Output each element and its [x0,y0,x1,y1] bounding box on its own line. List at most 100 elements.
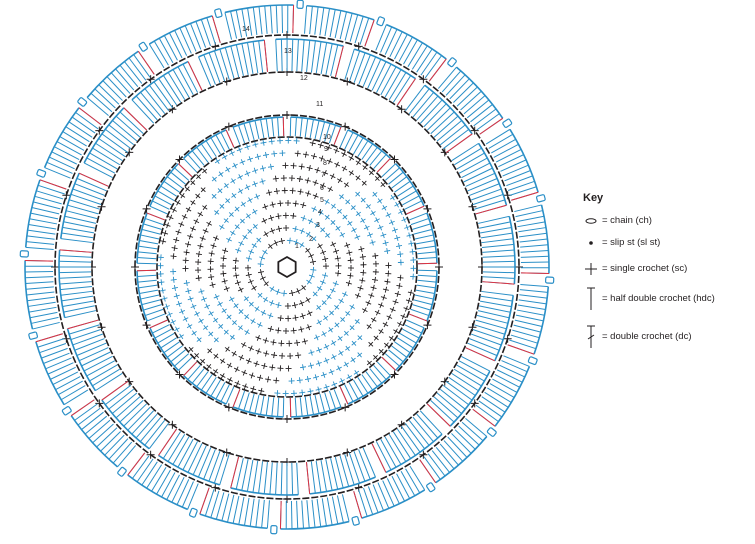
shell-fan [230,456,299,496]
sc-stitch [385,270,392,277]
dc-stitch [246,42,254,75]
sc-stitch [199,235,206,242]
dc-stitch [152,200,170,210]
sc-stitch [357,335,363,341]
sc-stitch [197,243,204,250]
sc-stitch [206,363,212,370]
sc-stitch [226,314,232,320]
dc-stitch [430,111,455,135]
dc-stitch [70,193,102,206]
dc-stitch [520,284,549,288]
sc-stitch [217,301,223,307]
dc-stitch [480,232,513,239]
marker-stitch [479,117,504,135]
dc-stitch [68,121,93,138]
shell-fan [289,389,342,418]
dc-stitch [68,199,100,210]
sc-stitch [166,311,173,318]
key-row-sc: = single crochet (sc) [583,262,753,276]
sc-stitch [355,159,362,166]
dc-stitch [210,137,221,155]
dc-stitch [396,428,416,456]
sc-stitch [304,177,311,184]
dc-stitch [520,255,549,258]
dc-stitch [433,396,459,419]
sc-stitch [385,262,392,269]
round-number-label: 12 [300,75,308,82]
dc-stitch [65,126,90,143]
sc-stitch [360,269,367,276]
sc-stitch [261,217,268,224]
sc-stitch [223,182,230,189]
sc-stitch [306,279,312,285]
dc-stitch [388,434,407,462]
sc-stitch [142,204,151,213]
dc-stitch [77,407,101,426]
dc-stitch [265,396,270,416]
sc-stitch [320,371,327,378]
dc-stitch [325,43,333,75]
dc-stitch [433,115,459,138]
dc-stitch [143,304,162,311]
marker-stitch [472,408,496,427]
fan-edge [306,4,375,21]
marker-stitch [123,107,148,131]
sc-stitch [62,191,71,200]
dc-stitch [344,13,353,41]
sc-stitch [343,361,350,368]
dc-stitch [26,291,55,296]
sc-stitch [284,302,291,309]
sc-stitch [285,365,292,372]
dc-stitch [76,177,107,192]
dc-stitch [252,7,258,36]
sc-stitch [312,291,318,297]
dc-stitch [402,195,420,206]
sc-stitch [251,208,258,215]
dc-stitch [43,352,70,364]
sc-stitch [190,199,196,206]
shell-fan [101,380,170,450]
sc-stitch [181,213,188,220]
dc-stitch [140,294,160,300]
shell-fan [381,163,425,215]
sc-stitch [401,216,408,223]
sc-stitch [279,352,286,359]
sc-stitch [305,190,312,197]
dc-stitch [59,260,92,263]
dc-stitch [158,38,174,63]
sc-stitch [213,353,219,359]
sc-stitch [247,278,254,285]
sc-stitch [300,215,307,222]
dc-stitch [384,436,402,465]
dc-stitch [149,205,168,215]
dc-stitch [470,104,493,123]
sc-stitch [259,178,266,185]
sc-stitch [219,373,226,379]
picot [535,194,546,203]
dc-stitch [407,42,423,67]
sc-stitch [238,354,245,361]
half-double-crochet-icon [587,287,595,310]
dc-stitch [61,295,94,302]
dc-stitch [405,468,421,494]
dc-stitch [108,124,135,146]
chain-ring [156,136,418,398]
dc-stitch [463,167,493,183]
sc-stitch [341,122,350,131]
sc-stitch [274,288,281,295]
sc-stitch [397,259,404,266]
fan-edge [347,129,391,159]
marker-stitch [78,172,109,187]
sc-stitch [195,259,202,266]
dc-stitch [361,374,374,391]
dc-stitch [215,134,226,152]
sc-stitch [213,235,220,242]
picot [28,331,39,340]
dc-stitch [26,241,55,245]
dc-stitch [458,157,488,174]
sc-stitch [125,148,134,157]
sc-stitch [331,381,338,388]
dc-stitch [515,210,543,218]
key-label-dc: = double crochet (dc) [602,331,692,342]
sc-stitch [252,223,258,230]
